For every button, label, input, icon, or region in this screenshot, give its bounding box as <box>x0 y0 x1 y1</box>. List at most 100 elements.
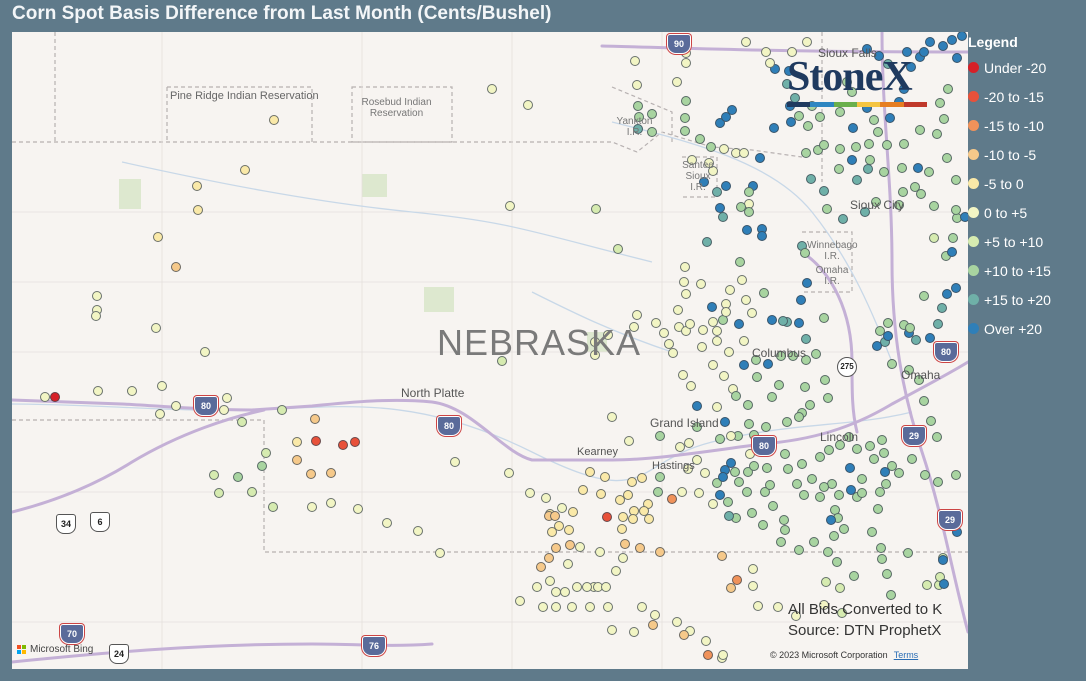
station-dot[interactable] <box>538 602 548 612</box>
station-dot[interactable] <box>240 165 250 175</box>
station-dot[interactable] <box>551 602 561 612</box>
station-dot[interactable] <box>932 129 942 139</box>
legend-item[interactable]: Under -20 <box>968 53 1080 82</box>
station-dot[interactable] <box>651 318 661 328</box>
station-dot[interactable] <box>679 277 689 287</box>
station-dot[interactable] <box>560 587 570 597</box>
station-dot[interactable] <box>948 233 958 243</box>
station-dot[interactable] <box>487 84 497 94</box>
station-dot[interactable] <box>572 582 582 592</box>
station-dot[interactable] <box>903 548 913 558</box>
station-dot[interactable] <box>629 627 639 637</box>
station-dot[interactable] <box>686 381 696 391</box>
station-dot[interactable] <box>835 144 845 154</box>
station-dot[interactable] <box>578 485 588 495</box>
station-dot[interactable] <box>602 512 612 522</box>
station-dot[interactable] <box>925 37 935 47</box>
station-dot[interactable] <box>611 566 621 576</box>
station-dot[interactable] <box>933 319 943 329</box>
station-dot[interactable] <box>788 351 798 361</box>
station-dot[interactable] <box>734 477 744 487</box>
station-dot[interactable] <box>765 58 775 68</box>
station-dot[interactable] <box>929 233 939 243</box>
station-dot[interactable] <box>907 454 917 464</box>
station-dot[interactable] <box>885 113 895 123</box>
station-dot[interactable] <box>935 98 945 108</box>
station-dot[interactable] <box>565 540 575 550</box>
station-dot[interactable] <box>839 524 849 534</box>
station-dot[interactable] <box>741 37 751 47</box>
station-dot[interactable] <box>865 441 875 451</box>
station-dot[interactable] <box>545 576 555 586</box>
station-dot[interactable] <box>939 579 949 589</box>
station-dot[interactable] <box>155 409 165 419</box>
station-dot[interactable] <box>193 205 203 215</box>
station-dot[interactable] <box>637 473 647 483</box>
station-dot[interactable] <box>943 84 953 94</box>
station-dot[interactable] <box>632 310 642 320</box>
station-dot[interactable] <box>803 121 813 131</box>
station-dot[interactable] <box>847 87 857 97</box>
station-dot[interactable] <box>807 474 817 484</box>
station-dot[interactable] <box>655 472 665 482</box>
station-dot[interactable] <box>695 134 705 144</box>
station-dot[interactable] <box>873 127 883 137</box>
station-dot[interactable] <box>851 142 861 152</box>
station-dot[interactable] <box>721 112 731 122</box>
station-dot[interactable] <box>726 583 736 593</box>
station-dot[interactable] <box>794 545 804 555</box>
station-dot[interactable] <box>732 575 742 585</box>
station-dot[interactable] <box>653 487 663 497</box>
station-dot[interactable] <box>681 58 691 68</box>
station-dot[interactable] <box>819 186 829 196</box>
station-dot[interactable] <box>823 547 833 557</box>
station-dot[interactable] <box>939 114 949 124</box>
station-dot[interactable] <box>742 487 752 497</box>
station-dot[interactable] <box>845 463 855 473</box>
station-dot[interactable] <box>647 109 657 119</box>
station-dot[interactable] <box>647 127 657 137</box>
station-dot[interactable] <box>590 337 600 347</box>
station-dot[interactable] <box>887 461 897 471</box>
station-dot[interactable] <box>664 339 674 349</box>
station-dot[interactable] <box>200 347 210 357</box>
station-dot[interactable] <box>153 232 163 242</box>
station-dot[interactable] <box>632 80 642 90</box>
station-dot[interactable] <box>835 107 845 117</box>
station-dot[interactable] <box>93 386 103 396</box>
station-dot[interactable] <box>617 524 627 534</box>
station-dot[interactable] <box>633 101 643 111</box>
station-dot[interactable] <box>947 247 957 257</box>
station-dot[interactable] <box>894 468 904 478</box>
station-dot[interactable] <box>916 189 926 199</box>
station-dot[interactable] <box>905 323 915 333</box>
station-dot[interactable] <box>765 480 775 490</box>
station-dot[interactable] <box>684 438 694 448</box>
station-dot[interactable] <box>755 153 765 163</box>
station-dot[interactable] <box>864 139 874 149</box>
station-dot[interactable] <box>698 325 708 335</box>
station-dot[interactable] <box>881 479 891 489</box>
station-dot[interactable] <box>350 437 360 447</box>
station-dot[interactable] <box>910 182 920 192</box>
station-dot[interactable] <box>338 440 348 450</box>
station-dot[interactable] <box>869 454 879 464</box>
station-dot[interactable] <box>852 175 862 185</box>
station-dot[interactable] <box>770 64 780 74</box>
station-dot[interactable] <box>751 355 761 365</box>
station-dot[interactable] <box>600 472 610 482</box>
station-dot[interactable] <box>815 452 825 462</box>
station-dot[interactable] <box>801 148 811 158</box>
station-dot[interactable] <box>883 318 893 328</box>
station-dot[interactable] <box>739 360 749 370</box>
station-dot[interactable] <box>680 126 690 136</box>
station-dot[interactable] <box>774 380 784 390</box>
station-dot[interactable] <box>712 336 722 346</box>
station-dot[interactable] <box>792 479 802 489</box>
station-dot[interactable] <box>762 463 772 473</box>
station-dot[interactable] <box>744 207 754 217</box>
station-dot[interactable] <box>742 225 752 235</box>
station-dot[interactable] <box>780 449 790 459</box>
station-dot[interactable] <box>634 112 644 122</box>
station-dot[interactable] <box>679 630 689 640</box>
